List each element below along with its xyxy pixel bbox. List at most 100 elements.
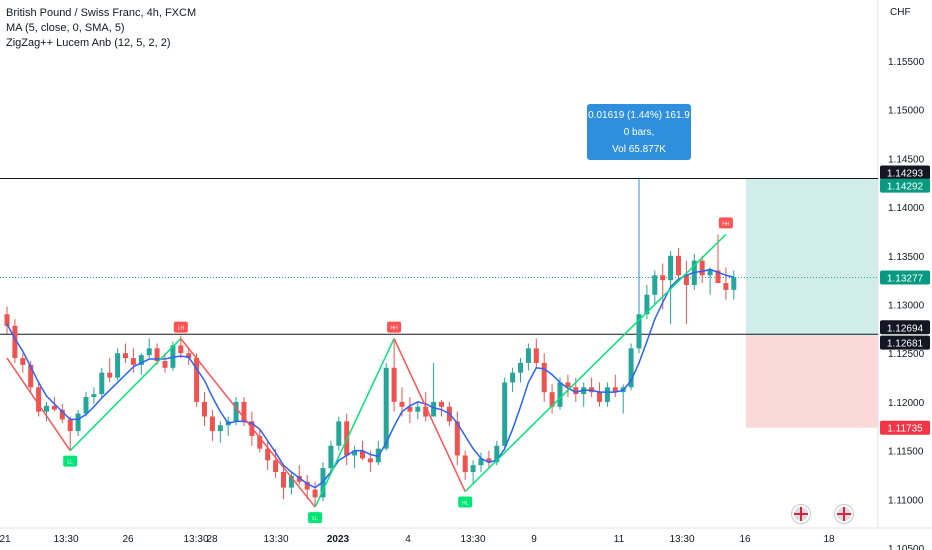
candle-body — [502, 382, 508, 446]
candle-body — [130, 358, 136, 365]
uk-flag-event-icon[interactable] — [791, 504, 811, 524]
candle-body — [644, 294, 650, 315]
candle-body — [628, 348, 634, 388]
candle-body — [304, 481, 310, 490]
candle-body — [541, 362, 547, 393]
candle-body — [194, 358, 200, 402]
uk-flag-event-icon[interactable] — [834, 504, 854, 524]
price-axis-label: 1.13277 — [887, 274, 924, 285]
candle-body — [162, 360, 168, 368]
candle-body — [668, 255, 674, 281]
candle-body — [288, 475, 294, 488]
candle-body — [731, 277, 737, 290]
x-tick-label: 4 — [405, 534, 411, 545]
candle-body — [44, 405, 49, 412]
y-tick-label: 1.13000 — [888, 301, 925, 312]
y-tick-label: 1.15000 — [888, 106, 925, 117]
x-tick-label: 21 — [0, 534, 11, 545]
zigzag-pivot-marker — [63, 455, 78, 467]
candle-body — [202, 401, 207, 417]
candle-body — [273, 460, 279, 473]
zigzag-pivot-label: LL — [312, 516, 318, 522]
candle-body — [478, 458, 484, 466]
candle-body — [723, 283, 729, 290]
x-tick-label: 13:30 — [183, 534, 208, 545]
candle-body — [533, 348, 539, 363]
candle-body — [573, 387, 579, 395]
candle-body — [154, 348, 160, 361]
y-tick-label: 1.13500 — [888, 252, 925, 263]
candle-body — [20, 358, 26, 365]
zigzag-pivot-label: LH — [178, 326, 185, 332]
zigzag-pivot-label: HH — [390, 326, 398, 332]
candle-body — [660, 275, 666, 281]
zigzag-pivot-label: HH — [722, 221, 730, 227]
candle-body — [217, 425, 223, 432]
candle-body — [683, 275, 689, 286]
legend-ma-indicator[interactable]: MA (5, close, 0, SMA, 5) — [6, 22, 125, 34]
x-tick-label: 2023 — [327, 534, 350, 545]
candle-body — [470, 465, 476, 473]
price-axis-label: 1.14292 — [887, 182, 924, 193]
candle-body — [636, 314, 642, 349]
candle-body — [652, 275, 658, 295]
candle-body — [75, 413, 81, 432]
measure-tooltip: 0.01619 (1.44%) 161.9 0 bars, Vol 65.877… — [587, 104, 691, 160]
zigzag-pivot-label: HL — [462, 501, 469, 507]
candle-body — [518, 362, 523, 373]
candle-body — [209, 416, 215, 432]
candle-body — [454, 421, 460, 456]
candle-body — [597, 392, 602, 402]
candle-body — [407, 406, 413, 412]
zigzag-segment — [464, 233, 727, 493]
candle-body — [391, 367, 397, 402]
candle-body — [312, 489, 318, 498]
candle-body — [557, 382, 563, 407]
x-tick-label: 11 — [614, 534, 625, 545]
candle-body — [352, 450, 358, 456]
candle-body — [367, 458, 373, 463]
candle-body — [604, 387, 610, 402]
candle-body — [296, 475, 302, 482]
candle-body — [439, 401, 444, 407]
x-tick-label: 13:30 — [263, 534, 288, 545]
candle-body — [115, 353, 121, 378]
y-tick-label: 1.15500 — [888, 57, 925, 68]
price-axis-label: 1.12681 — [887, 339, 924, 350]
measure-volume: Vol 65.877K — [612, 144, 666, 155]
candle-body — [707, 270, 713, 276]
y-tick-label: 1.11000 — [888, 495, 924, 506]
candle-body — [4, 314, 10, 326]
zigzag-pivot-marker — [308, 512, 323, 524]
chart-legend: British Pound / Swiss Franc, 4h, FXCM MA… — [6, 6, 196, 51]
zigzag-segment — [180, 338, 316, 508]
candle-body — [83, 397, 89, 414]
legend-symbol-title: British Pound / Swiss Franc, 4h, FXCM — [6, 7, 197, 19]
legend-zigzag-indicator[interactable]: ZigZag++ Lucem Anb (12, 5, 2, 2) — [6, 37, 171, 49]
price-axis-label-bg — [880, 270, 930, 285]
loss-zone — [746, 335, 878, 428]
candle-body — [59, 409, 65, 420]
zigzag-pivot-marker — [173, 321, 188, 333]
candle-body — [360, 450, 365, 459]
candle-body — [36, 387, 42, 412]
y-tick-label: 1.12500 — [888, 349, 925, 360]
candle-body — [462, 455, 468, 473]
candle-body — [265, 448, 271, 461]
x-tick-label: 13:30 — [53, 534, 78, 545]
candle-body — [423, 406, 429, 417]
candle-body — [486, 458, 492, 463]
candle-body — [233, 401, 239, 422]
candle-body — [510, 372, 516, 383]
candle-body — [281, 472, 286, 488]
candle-body — [699, 260, 705, 276]
candle-body — [336, 421, 342, 446]
zigzag-pivot-label: LL — [67, 460, 73, 466]
x-tick-label: 16 — [739, 534, 751, 545]
measure-price-change: 0.01619 (1.44%) 161.9 — [588, 110, 690, 121]
candle-body — [107, 372, 113, 378]
candle-body — [99, 372, 105, 395]
y-tick-label: 1.10500 — [888, 544, 925, 550]
y-tick-label: 1.11500 — [888, 447, 924, 458]
